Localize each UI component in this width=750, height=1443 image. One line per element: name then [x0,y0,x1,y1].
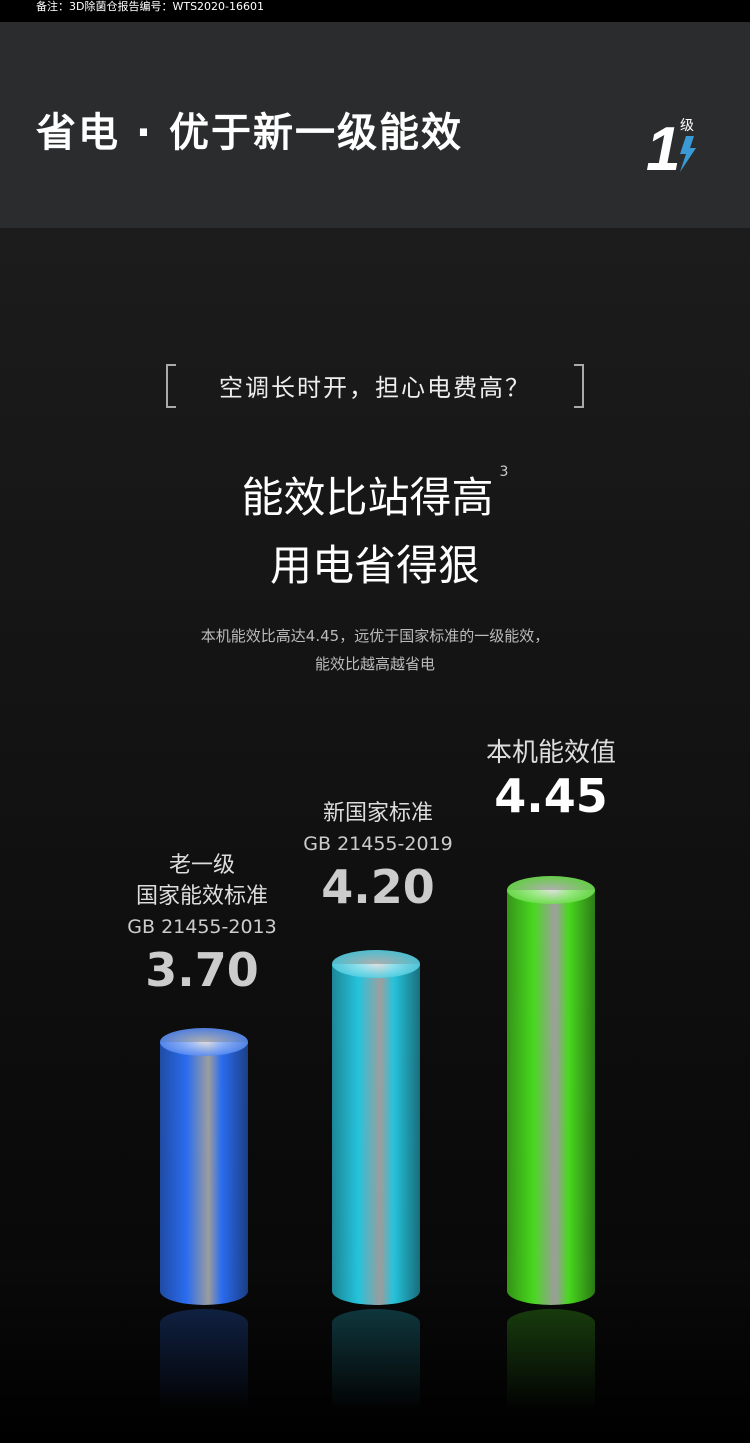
description: 本机能效比高达4.45，远优于国家标准的一级能效， 能效比越高越省电 [200,627,550,673]
page-title: 省电 · 优于新一级能效 [36,110,464,156]
question-text: 空调长时开，担心电费高？ [219,374,531,402]
bar-1 [332,950,420,1305]
header-band: 省电 · 优于新一级能效 1 级 [0,22,750,228]
energy-grade-1-logo: 1 级 [646,110,706,184]
bar-2 [507,876,595,1305]
bar-label-new-standard: 新国家标准 GB 21455-2019 4.20 [303,801,453,914]
bar-reflection-1 [332,1309,420,1409]
svg-text:1: 1 [646,115,680,176]
bar-top-2 [507,876,595,905]
svg-text:级: 级 [680,118,694,134]
bar-label-this-unit: 本机能效值 4.45 [485,738,616,823]
question-bracket [166,364,584,408]
headline-line1: 能效比站得高3 [241,464,509,522]
headline-line2: 用电省得狠 [269,541,480,590]
bar-reflection-2 [507,1309,595,1409]
bar-top-1 [332,950,420,978]
bar-label-old-standard: 老一级 国家能效标准 GB 21455-2013 3.70 [127,853,277,997]
bar-0 [160,1027,248,1305]
bar-top-0 [160,1027,248,1056]
bar-reflection-0 [160,1309,248,1409]
report-note: 备注：3D除菌仓报告编号：WTS2020-16601 [36,0,265,13]
